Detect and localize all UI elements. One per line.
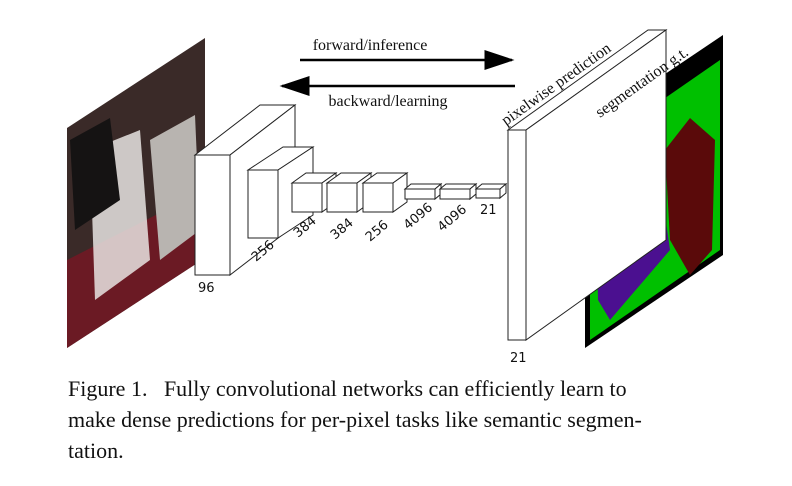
output-channels: 21 xyxy=(510,351,527,366)
layer-boxes xyxy=(193,29,668,341)
caption-line: make dense predictions for per-pixel tas… xyxy=(68,407,642,432)
caption-line: tation. xyxy=(68,438,124,463)
input-image xyxy=(67,38,205,348)
layer-label: 96 xyxy=(198,281,215,296)
box-front xyxy=(362,182,394,213)
forward-label: forward/inference xyxy=(313,37,428,54)
box-front xyxy=(404,188,436,200)
layer-label: 4096 xyxy=(435,202,470,235)
box-front xyxy=(507,129,527,341)
layer-label: 4096 xyxy=(401,200,436,233)
box-front xyxy=(326,182,358,213)
caption-line: Figure 1. Fully convolutional networks c… xyxy=(68,376,627,401)
layer-label: 384 xyxy=(328,216,357,243)
box-front xyxy=(194,154,231,276)
box-front xyxy=(475,188,501,199)
layer-label: 256 xyxy=(363,218,392,245)
backward-label: backward/learning xyxy=(328,93,447,110)
layer-label: 21 xyxy=(480,203,497,218)
box-front xyxy=(247,169,279,239)
box-front xyxy=(291,182,323,213)
box-front xyxy=(439,188,471,200)
